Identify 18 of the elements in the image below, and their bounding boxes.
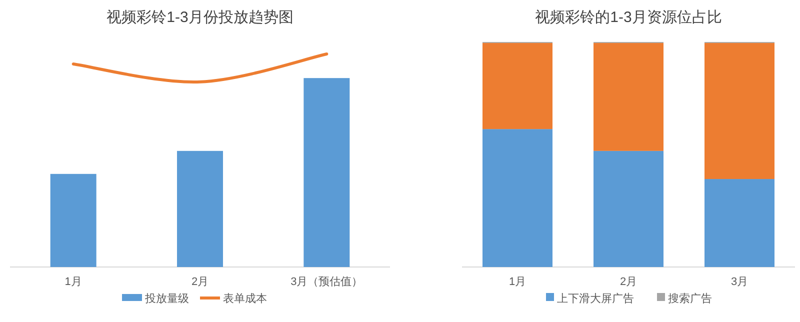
bar: [594, 150, 664, 267]
chart-title: 视频彩铃1-3月份投放趋势图: [106, 9, 294, 26]
bar: [704, 42, 774, 180]
x-tick-label: 1月: [508, 276, 526, 288]
x-tick-label: 3月（预估值）: [290, 276, 363, 288]
chart-title: 视频彩铃的1-3月资源位占比: [535, 9, 722, 26]
bar: [482, 129, 552, 267]
legend-label: 上下滑大屏广告: [557, 292, 634, 305]
x-tick-label: 2月: [191, 276, 209, 288]
bar: [594, 42, 664, 151]
x-tick-label: 1月: [64, 276, 82, 288]
bar: [482, 42, 552, 130]
x-tick-label: 3月: [730, 276, 748, 288]
legend-label: 表单成本: [223, 292, 267, 305]
bar: [704, 179, 774, 267]
legend-label: 投放量级: [144, 293, 189, 305]
x-tick-label: 2月: [620, 276, 638, 288]
legend-label: 搜索广告: [668, 292, 712, 305]
